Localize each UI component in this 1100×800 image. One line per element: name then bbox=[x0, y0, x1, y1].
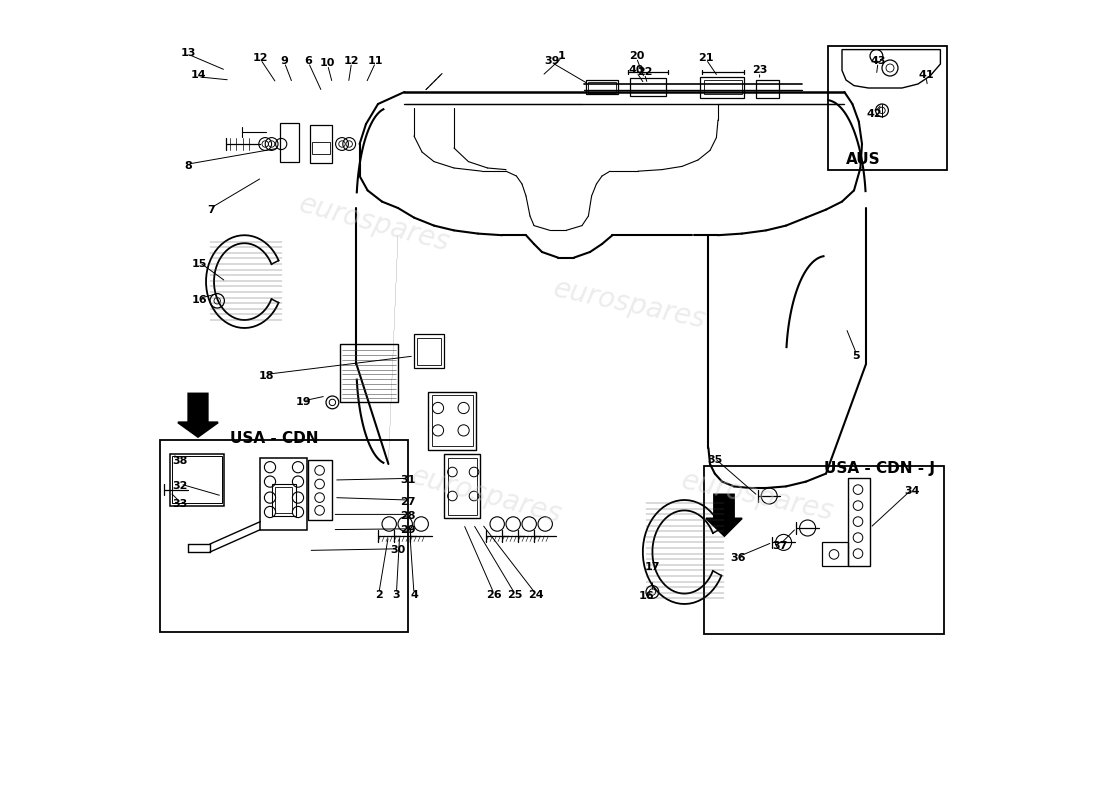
Text: 28: 28 bbox=[400, 511, 416, 521]
Text: 42: 42 bbox=[867, 109, 882, 118]
Text: 23: 23 bbox=[752, 66, 768, 75]
Bar bbox=[170, 454, 224, 506]
Text: 32: 32 bbox=[173, 481, 188, 490]
Bar bbox=[828, 46, 947, 170]
Text: 16: 16 bbox=[191, 295, 208, 305]
Text: 37: 37 bbox=[772, 541, 788, 550]
Bar bbox=[272, 484, 296, 516]
Bar bbox=[704, 80, 742, 94]
Text: 13: 13 bbox=[180, 48, 196, 58]
Bar bbox=[822, 542, 848, 566]
Bar bbox=[275, 487, 293, 513]
Text: eurospares: eurospares bbox=[407, 462, 564, 530]
Text: 22: 22 bbox=[637, 67, 652, 77]
Bar bbox=[588, 82, 616, 93]
Bar bbox=[431, 395, 473, 446]
Bar bbox=[160, 440, 408, 632]
Text: 3: 3 bbox=[393, 590, 400, 600]
Text: 39: 39 bbox=[543, 56, 560, 66]
Text: 16: 16 bbox=[638, 591, 653, 601]
Bar bbox=[630, 78, 666, 96]
Text: 25: 25 bbox=[507, 590, 522, 600]
Text: 9: 9 bbox=[280, 56, 288, 66]
Text: 15: 15 bbox=[191, 259, 207, 269]
Text: 6: 6 bbox=[305, 56, 312, 66]
Text: USA - CDN - J: USA - CDN - J bbox=[824, 461, 935, 475]
Text: 33: 33 bbox=[173, 499, 188, 509]
Text: 30: 30 bbox=[390, 546, 406, 555]
Text: 34: 34 bbox=[904, 486, 920, 496]
Bar bbox=[312, 142, 330, 154]
Text: 8: 8 bbox=[185, 161, 192, 170]
Text: 41: 41 bbox=[918, 70, 934, 80]
Text: 26: 26 bbox=[486, 590, 502, 600]
Bar bbox=[444, 454, 481, 518]
Bar bbox=[428, 392, 476, 450]
Text: eurospares: eurospares bbox=[679, 466, 837, 526]
Text: 2: 2 bbox=[375, 590, 383, 600]
Bar bbox=[704, 466, 944, 634]
Text: 36: 36 bbox=[730, 554, 746, 563]
Text: 21: 21 bbox=[698, 53, 714, 62]
Text: 24: 24 bbox=[528, 590, 543, 600]
Text: eurospares: eurospares bbox=[551, 274, 708, 334]
Bar bbox=[586, 80, 618, 94]
Text: AUS: AUS bbox=[846, 153, 881, 167]
Polygon shape bbox=[178, 394, 218, 437]
Text: 20: 20 bbox=[629, 51, 645, 61]
Text: 7: 7 bbox=[207, 205, 215, 214]
Polygon shape bbox=[706, 494, 743, 536]
Bar bbox=[310, 125, 332, 163]
Text: 12: 12 bbox=[344, 56, 360, 66]
Text: 4: 4 bbox=[410, 590, 418, 600]
Text: 43: 43 bbox=[870, 56, 886, 66]
Text: USA - CDN: USA - CDN bbox=[230, 431, 319, 446]
Text: 31: 31 bbox=[400, 475, 416, 485]
Bar bbox=[340, 344, 398, 402]
Bar bbox=[701, 77, 745, 98]
Bar bbox=[414, 334, 444, 368]
Text: eurospares: eurospares bbox=[296, 190, 452, 258]
Text: 19: 19 bbox=[296, 398, 311, 407]
Text: 17: 17 bbox=[645, 562, 660, 572]
Bar bbox=[261, 458, 307, 530]
Bar bbox=[279, 123, 299, 162]
Bar bbox=[417, 338, 441, 365]
Text: 14: 14 bbox=[190, 70, 206, 80]
Bar bbox=[848, 478, 870, 566]
Text: 10: 10 bbox=[320, 58, 336, 68]
Bar bbox=[308, 460, 332, 520]
Bar bbox=[448, 458, 477, 515]
Text: 12: 12 bbox=[253, 53, 268, 62]
Text: 27: 27 bbox=[400, 497, 416, 506]
Text: 1: 1 bbox=[558, 51, 565, 61]
Text: 18: 18 bbox=[258, 371, 274, 381]
Text: 35: 35 bbox=[707, 455, 723, 465]
Text: 38: 38 bbox=[173, 456, 188, 466]
Text: 29: 29 bbox=[399, 526, 416, 535]
Bar bbox=[757, 80, 779, 98]
Text: 5: 5 bbox=[852, 351, 860, 361]
Bar bbox=[173, 456, 222, 503]
Text: 11: 11 bbox=[367, 56, 383, 66]
Text: 40: 40 bbox=[629, 66, 645, 75]
